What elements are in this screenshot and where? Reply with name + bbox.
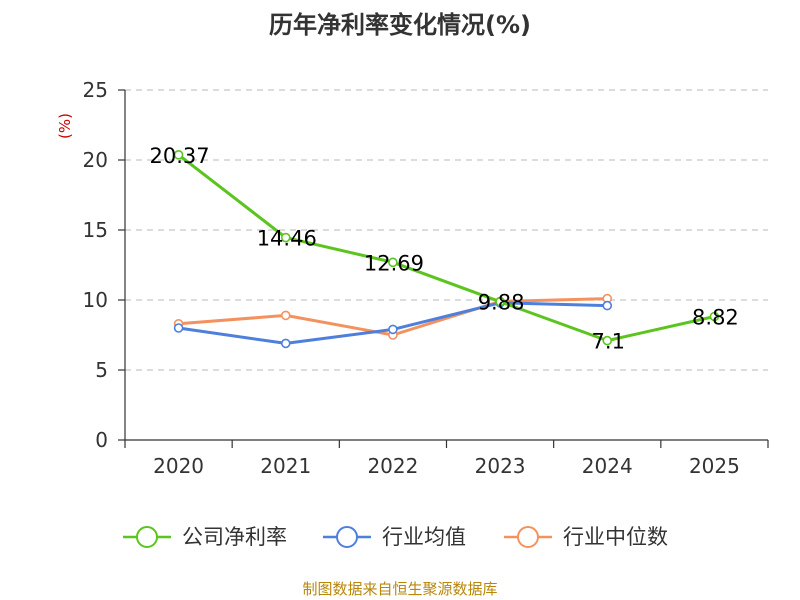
- y-tick-label: 5: [95, 358, 108, 382]
- data-labels: 20.37 14.46 12.69 9.88 7.1 8.82: [150, 144, 739, 354]
- x-tick-label: 2022: [367, 454, 418, 478]
- y-tick-label: 15: [83, 218, 108, 242]
- grid-lines: [125, 89, 768, 371]
- legend-swatch-marker: [136, 526, 158, 548]
- data-label: 9.88: [478, 291, 525, 315]
- data-label: 8.82: [692, 306, 739, 330]
- y-tick-label: 10: [83, 288, 108, 312]
- data-point: [602, 335, 613, 346]
- data-point: [388, 324, 398, 335]
- data-point: [388, 257, 398, 268]
- data-point: [280, 338, 291, 349]
- legend-swatch-marker: [336, 526, 358, 548]
- data-label: 7.1: [592, 330, 625, 354]
- x-tick-label: 2023: [475, 454, 526, 478]
- y-tick-label: 0: [95, 428, 108, 452]
- data-point: [602, 300, 613, 311]
- x-tick-label: 2020: [153, 454, 204, 478]
- data-point: [280, 310, 291, 321]
- legend-label: 公司净利率: [182, 525, 287, 549]
- series-layer: [173, 150, 720, 349]
- legend-label: 行业中位数: [563, 525, 668, 549]
- y-axis-label: (%): [56, 113, 74, 139]
- legend-label: 行业均值: [382, 525, 466, 549]
- data-point: [173, 323, 184, 333]
- data-label: 20.37: [150, 144, 210, 168]
- legend-swatch-marker: [517, 526, 539, 548]
- x-tick-label: 2021: [260, 454, 311, 478]
- x-tick-label: 2024: [582, 454, 633, 478]
- data-label: 12.69: [364, 251, 424, 275]
- data-point: [173, 150, 184, 160]
- series-line: [177, 153, 715, 343]
- y-tick-label: 25: [83, 78, 108, 102]
- legend: 公司净利率 行业均值 行业中位数: [123, 525, 668, 549]
- data-label: 14.46: [257, 227, 317, 251]
- x-tick-label: 2025: [689, 454, 740, 478]
- y-tick-label: 20: [83, 148, 108, 172]
- source-note: 制图数据来自恒生聚源数据库: [302, 580, 497, 598]
- data-point: [709, 311, 720, 322]
- data-point: [280, 232, 291, 243]
- data-point: [495, 296, 505, 307]
- chart-title: 历年净利率变化情况(%): [269, 11, 531, 39]
